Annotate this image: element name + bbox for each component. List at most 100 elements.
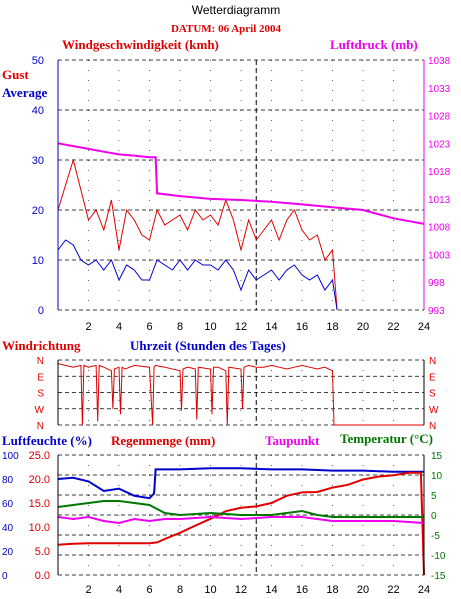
pressure-y-tick: 1003 — [428, 250, 451, 261]
climate-axes: 0204060801000.05.010.015.020.025.0-15-10… — [2, 450, 446, 596]
x-tick-label: 2 — [85, 321, 91, 333]
x-tick-label: 18 — [326, 321, 338, 333]
x-tick-label: 4 — [116, 321, 122, 333]
pressure-y-tick: 1038 — [428, 56, 451, 67]
climate-series — [57, 467, 425, 576]
wind-y-tick: 50 — [32, 55, 44, 67]
date-label: DATUM: 06 April 2004 — [171, 23, 282, 35]
wind-grid — [58, 59, 424, 311]
x-tick-label: 14 — [265, 584, 277, 596]
pressure-line — [57, 142, 425, 225]
direction-right-tick: E — [429, 372, 436, 383]
wind-axes: 0102030405099399810031008101310181023102… — [32, 55, 451, 333]
wind-direction-panel: Windrichtung Uhrzeit (Stunden des Tages)… — [2, 338, 439, 432]
rain-line — [57, 471, 425, 576]
direction-left-tick: N — [37, 421, 44, 432]
x-tick-label: 16 — [296, 584, 308, 596]
wind-direction-line — [57, 363, 424, 426]
temperature-title: Temperatur (°C) — [340, 431, 433, 446]
humidity-y-tick: 60 — [2, 499, 14, 510]
rain-y-tick: 5.0 — [35, 546, 50, 558]
direction-left-tick: W — [35, 405, 45, 416]
x-tick-label: 22 — [387, 584, 399, 596]
x-tick-label: 8 — [177, 584, 183, 596]
wind-pressure-panel: Windgeschwindigkeit (kmh) Luftdruck (mb)… — [2, 37, 451, 333]
x-tick-label: 10 — [204, 584, 216, 596]
x-tick-label: 14 — [265, 321, 277, 333]
humidity-rain-temp-panel: Luftfeuchte (%) Regenmenge (mm) Taupunkt… — [2, 431, 446, 596]
wind-y-tick: 40 — [32, 105, 44, 117]
humidity-y-tick: 0 — [2, 571, 8, 582]
wind-speed-title: Windgeschwindigkeit (kmh) — [62, 37, 219, 52]
pressure-y-tick: 998 — [428, 278, 445, 289]
wind-y-tick: 0 — [38, 305, 44, 317]
pressure-y-tick: 1023 — [428, 139, 451, 150]
diagram-title: Wetterdiagramm — [192, 3, 280, 17]
rain-y-tick: 25.0 — [29, 450, 50, 462]
pressure-title: Luftdruck (mb) — [330, 37, 418, 52]
pressure-y-tick: 993 — [428, 306, 445, 317]
x-tick-label: 24 — [418, 584, 430, 596]
temperature-y-tick: -5 — [431, 531, 440, 542]
dewpoint-title: Taupunkt — [265, 433, 320, 448]
x-tick-label: 6 — [146, 584, 152, 596]
direction-right-tick: W — [429, 405, 439, 416]
x-tick-label: 8 — [177, 321, 183, 333]
x-tick-label: 12 — [235, 584, 247, 596]
wind-y-tick: 20 — [32, 205, 44, 217]
x-tick-label: 24 — [418, 321, 430, 333]
wind-y-tick: 30 — [32, 155, 44, 167]
humidity-title: Luftfeuchte (%) — [2, 433, 92, 448]
temperature-y-tick: 5 — [431, 491, 437, 502]
direction-right-tick: N — [429, 421, 436, 432]
humidity-y-tick: 20 — [2, 547, 14, 558]
direction-left-tick: E — [37, 372, 44, 383]
wind-series — [57, 142, 425, 311]
dewpoint-line — [57, 515, 425, 525]
pressure-y-tick: 1013 — [428, 195, 451, 206]
temperature-line — [57, 500, 424, 518]
gust-label: Gust — [2, 67, 29, 82]
x-tick-label: 12 — [235, 321, 247, 333]
time-axis-title: Uhrzeit (Stunden des Tages) — [130, 338, 286, 353]
x-tick-label: 18 — [326, 584, 338, 596]
temperature-y-tick: 0 — [431, 511, 437, 522]
direction-right-tick: S — [429, 389, 436, 400]
rain-y-tick: 20.0 — [29, 474, 50, 486]
direction-left-tick: N — [37, 356, 44, 367]
average-label: Average — [2, 85, 47, 100]
humidity-y-tick: 100 — [2, 451, 19, 462]
rain-y-tick: 10.0 — [29, 522, 50, 534]
rain-title: Regenmenge (mm) — [111, 433, 215, 448]
x-tick-label: 2 — [85, 584, 91, 596]
temperature-y-tick: 15 — [431, 451, 443, 462]
wind-y-tick: 10 — [32, 255, 44, 267]
temperature-y-tick: -15 — [431, 571, 446, 582]
direction-series — [57, 363, 424, 426]
direction-right-tick: N — [429, 356, 436, 367]
average-line — [57, 239, 338, 311]
pressure-y-tick: 1008 — [428, 223, 451, 234]
rain-y-tick: 15.0 — [29, 498, 50, 510]
x-tick-label: 20 — [357, 584, 369, 596]
pressure-y-tick: 1028 — [428, 112, 451, 123]
direction-axes: N NW WS SE EN N — [35, 356, 439, 432]
gust-line — [57, 158, 338, 311]
x-tick-label: 6 — [146, 321, 152, 333]
x-tick-label: 16 — [296, 321, 308, 333]
direction-left-tick: S — [37, 389, 44, 400]
wind-direction-title: Windrichtung — [2, 338, 81, 353]
pressure-y-tick: 1033 — [428, 84, 451, 95]
humidity-line — [57, 467, 424, 500]
x-tick-label: 20 — [357, 321, 369, 333]
temperature-y-tick: 10 — [431, 471, 443, 482]
pressure-y-tick: 1018 — [428, 167, 451, 178]
x-tick-label: 10 — [204, 321, 216, 333]
temperature-y-tick: -10 — [431, 551, 446, 562]
x-tick-label: 22 — [387, 321, 399, 333]
rain-y-tick: 0.0 — [35, 570, 50, 582]
x-tick-label: 4 — [116, 584, 122, 596]
humidity-y-tick: 80 — [2, 475, 14, 486]
humidity-y-tick: 40 — [2, 523, 14, 534]
